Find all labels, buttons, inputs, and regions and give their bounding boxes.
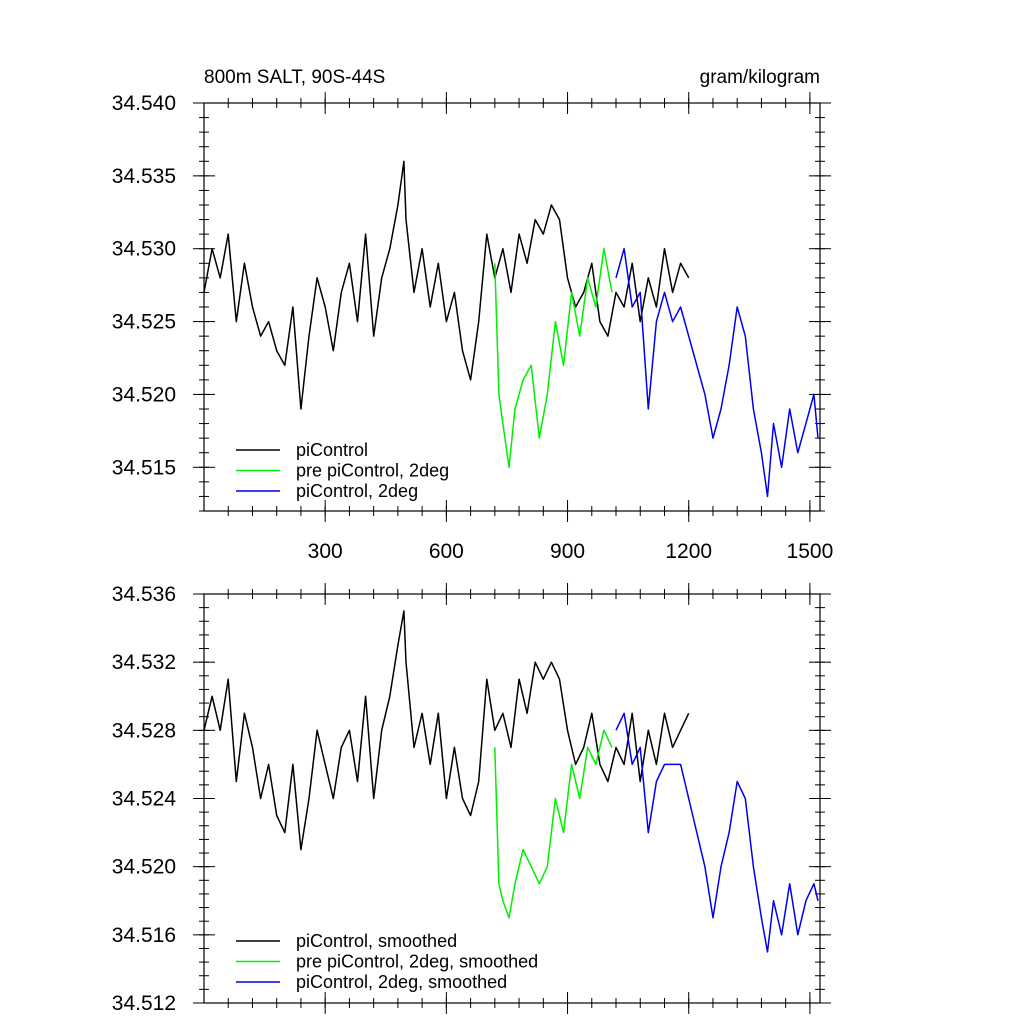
top-panel: 300 600 900 1200 1500 34.515 34.520 34.525 34.53… [112, 92, 833, 563]
legend-label: piControl, 2deg, smoothed [296, 972, 507, 992]
legend-label: piControl [296, 440, 368, 460]
x-tick-label: 300 [308, 540, 343, 563]
y-tick-label: 34.524 [112, 788, 177, 811]
legend-label: piControl, smoothed [296, 931, 457, 951]
y-tick-label: 34.515 [112, 456, 176, 479]
y-tick-label: 34.512 [112, 992, 176, 1015]
y-tick-label: 34.530 [112, 238, 176, 261]
series-line-pre-picontrol-2deg-smoothed [494, 729, 613, 919]
y-tick-label: 34.520 [112, 383, 176, 406]
bottom-panel: 34.512 34.516 34.520 34.524 34.528 34.532 34.5… [112, 583, 831, 1015]
series-line-picontrol-smoothed [203, 610, 690, 851]
series-line-picontrol [203, 160, 690, 410]
y-tick-label: 34.535 [112, 165, 176, 188]
y-tick-label: 34.528 [112, 719, 176, 742]
legend-label: pre piControl, 2deg, smoothed [296, 952, 538, 972]
y-tick-label: 34.536 [112, 583, 176, 606]
units-label: gram/kilogram [700, 67, 820, 88]
x-tick-label: 600 [429, 540, 464, 563]
legend-label: piControl, 2deg [296, 481, 418, 501]
chart-title: 800m SALT, 90S-44S [204, 67, 385, 88]
y-tick-label: 34.525 [112, 311, 176, 334]
y-tick-label: 34.532 [112, 651, 176, 674]
series-line-picontrol-2deg-smoothed [615, 712, 819, 953]
y-tick-label: 34.520 [112, 856, 176, 879]
x-tick-label: 1500 [787, 540, 834, 563]
x-tick-label: 900 [550, 540, 585, 563]
y-tick-label: 34.516 [112, 924, 176, 947]
legend-label: pre piControl, 2deg [296, 461, 449, 481]
x-tick-label: 1200 [665, 540, 712, 563]
series-line-picontrol-2deg [615, 247, 819, 498]
y-tick-label: 34.540 [112, 92, 176, 115]
series-line-pre-picontrol-2deg [494, 247, 613, 469]
